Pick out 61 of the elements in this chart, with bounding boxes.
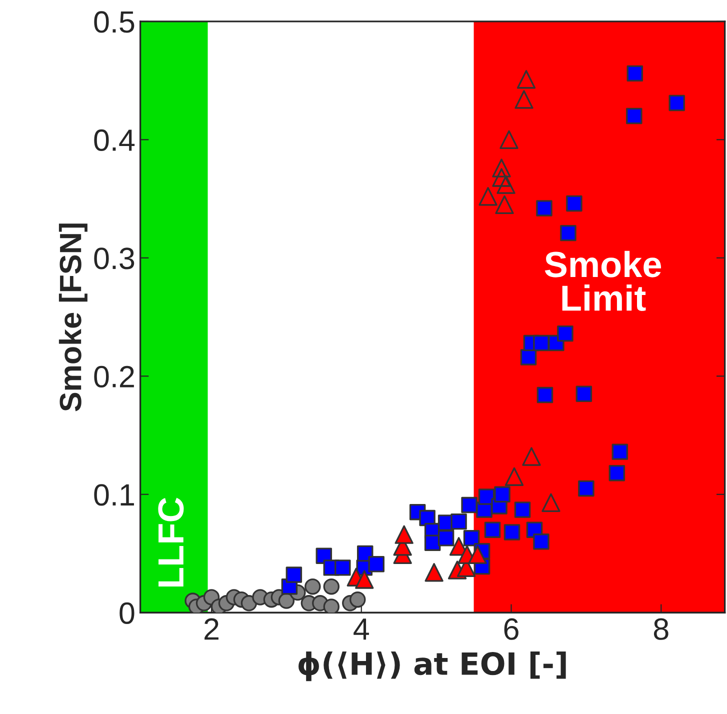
point [494, 486, 510, 502]
point [522, 447, 541, 466]
point [323, 598, 340, 613]
point [424, 563, 444, 582]
point [496, 175, 516, 194]
point [520, 349, 537, 366]
y-tick-label: 0.4 [94, 129, 135, 152]
y-tick-label: 0.2 [94, 366, 134, 388]
point [355, 570, 374, 589]
point [478, 187, 498, 206]
point [368, 556, 384, 572]
point [612, 444, 628, 460]
point [286, 566, 302, 583]
point [557, 325, 574, 342]
x-tick-label: 2 [204, 618, 218, 640]
point [566, 195, 582, 212]
point [438, 530, 454, 546]
y-tick-label: 0 [120, 602, 134, 624]
point [504, 524, 520, 540]
point [626, 65, 644, 82]
x-tick-label: 4 [354, 618, 369, 640]
y-tick-label: 0.1 [94, 484, 134, 506]
point [484, 522, 501, 538]
point [334, 560, 351, 576]
point [533, 534, 550, 550]
x-axis-title: ϕ(⟨H⟩) at EOI [-] [298, 652, 566, 682]
point [394, 525, 414, 544]
point [514, 90, 534, 109]
point [533, 334, 550, 352]
point [461, 496, 478, 514]
point [495, 195, 514, 214]
y-axis-title: Smoke [FSN] [58, 224, 88, 412]
point [450, 513, 467, 530]
y-tick-label: 0.5 [94, 11, 134, 33]
point [578, 480, 594, 497]
point [516, 70, 536, 89]
band-label: LLFC [158, 498, 184, 587]
point [626, 108, 642, 124]
point [492, 168, 511, 187]
point [500, 130, 518, 149]
y-tick-label: 0.3 [94, 248, 134, 270]
point [478, 488, 495, 505]
point [560, 224, 576, 242]
point [514, 502, 531, 518]
point [492, 158, 511, 178]
point [424, 534, 441, 551]
point [304, 578, 321, 595]
x-tick-label: 8 [654, 618, 668, 640]
point [468, 545, 487, 564]
x-tick-label: 6 [504, 618, 518, 640]
point [323, 578, 340, 595]
point [536, 200, 552, 216]
point [576, 386, 592, 402]
point [542, 493, 560, 512]
point [350, 591, 366, 608]
point [463, 530, 480, 546]
point [536, 386, 554, 404]
point [668, 94, 685, 112]
point [608, 464, 626, 482]
band-label: Smoke Limit [544, 250, 662, 311]
point [504, 467, 524, 486]
